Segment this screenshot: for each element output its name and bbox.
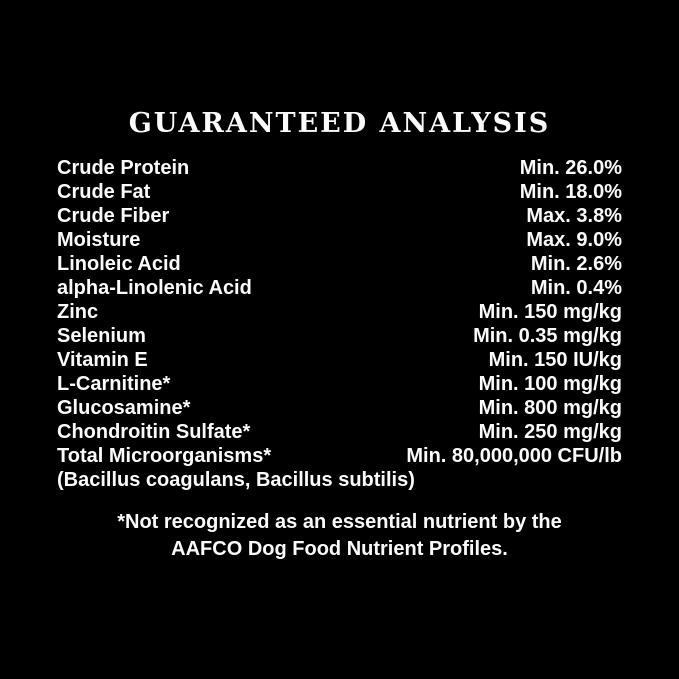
- footnote: *Not recognized as an essential nutrient…: [57, 509, 622, 563]
- nutrient-name: alpha-Linolenic Acid: [57, 277, 252, 299]
- nutrient-value: Min. 150 mg/kg: [478, 301, 622, 323]
- nutrient-value: Min. 800 mg/kg: [478, 397, 622, 419]
- nutrient-value: Min. 250 mg/kg: [478, 421, 622, 443]
- nutrient-row: Chondroitin Sulfate* Min. 250 mg/kg: [57, 420, 622, 444]
- footnote-line-1: *Not recognized as an essential nutrient…: [117, 511, 562, 533]
- nutrient-row: Moisture Max. 9.0%: [57, 228, 622, 252]
- nutrient-name: Linoleic Acid: [57, 253, 181, 275]
- nutrient-value: Min. 100 mg/kg: [478, 373, 622, 395]
- nutrient-table: Crude Protein Min. 26.0% Crude Fat Min. …: [57, 156, 622, 492]
- nutrient-row: Crude Fat Min. 18.0%: [57, 180, 622, 204]
- nutrient-name: Crude Fat: [57, 181, 151, 203]
- nutrient-row: Crude Fiber Max. 3.8%: [57, 204, 622, 228]
- nutrient-value: Min. 2.6%: [530, 253, 622, 275]
- nutrient-name: Total Microorganisms*: [57, 445, 272, 467]
- nutrient-row: Zinc Min. 150 mg/kg: [57, 300, 622, 324]
- nutrient-name: Vitamin E: [57, 349, 148, 371]
- nutrient-name: Moisture: [57, 229, 141, 251]
- nutrient-value: Min. 0.35 mg/kg: [473, 325, 622, 347]
- nutrient-name: Chondroitin Sulfate*: [57, 421, 251, 443]
- nutrient-name: Crude Protein: [57, 157, 190, 179]
- nutrient-row: Total Microorganisms* Min. 80,000,000 CF…: [57, 444, 622, 468]
- nutrient-name: L-Carnitine*: [57, 373, 171, 395]
- footnote-line-2: AAFCO Dog Food Nutrient Profiles.: [171, 538, 508, 560]
- nutrient-value: Min. 26.0%: [519, 157, 622, 179]
- nutrient-row: Selenium Min. 0.35 mg/kg: [57, 324, 622, 348]
- nutrient-row: L-Carnitine* Min. 100 mg/kg: [57, 372, 622, 396]
- nutrient-value: Max. 9.0%: [526, 229, 622, 251]
- nutrient-row: Linoleic Acid Min. 2.6%: [57, 252, 622, 276]
- nutrient-value: Min. 18.0%: [519, 181, 622, 203]
- nutrient-row: alpha-Linolenic Acid Min. 0.4%: [57, 276, 622, 300]
- nutrient-row: Crude Protein Min. 26.0%: [57, 156, 622, 180]
- microorganisms-detail: (Bacillus coagulans, Bacillus subtilis): [57, 469, 415, 491]
- nutrient-value: Min. 80,000,000 CFU/lb: [406, 445, 622, 467]
- nutrient-value: Max. 3.8%: [526, 205, 622, 227]
- nutrient-row: Vitamin E Min. 150 IU/kg: [57, 348, 622, 372]
- nutrient-name: Selenium: [57, 325, 146, 347]
- nutrient-value: Min. 150 IU/kg: [488, 349, 622, 371]
- nutrient-row: Glucosamine* Min. 800 mg/kg: [57, 396, 622, 420]
- nutrient-value: Min. 0.4%: [530, 277, 622, 299]
- nutrient-name: Glucosamine*: [57, 397, 191, 419]
- analysis-title: GUARANTEED ANALYSIS: [128, 108, 551, 139]
- nutrient-name: Zinc: [57, 301, 99, 323]
- nutrient-name: Crude Fiber: [57, 205, 170, 227]
